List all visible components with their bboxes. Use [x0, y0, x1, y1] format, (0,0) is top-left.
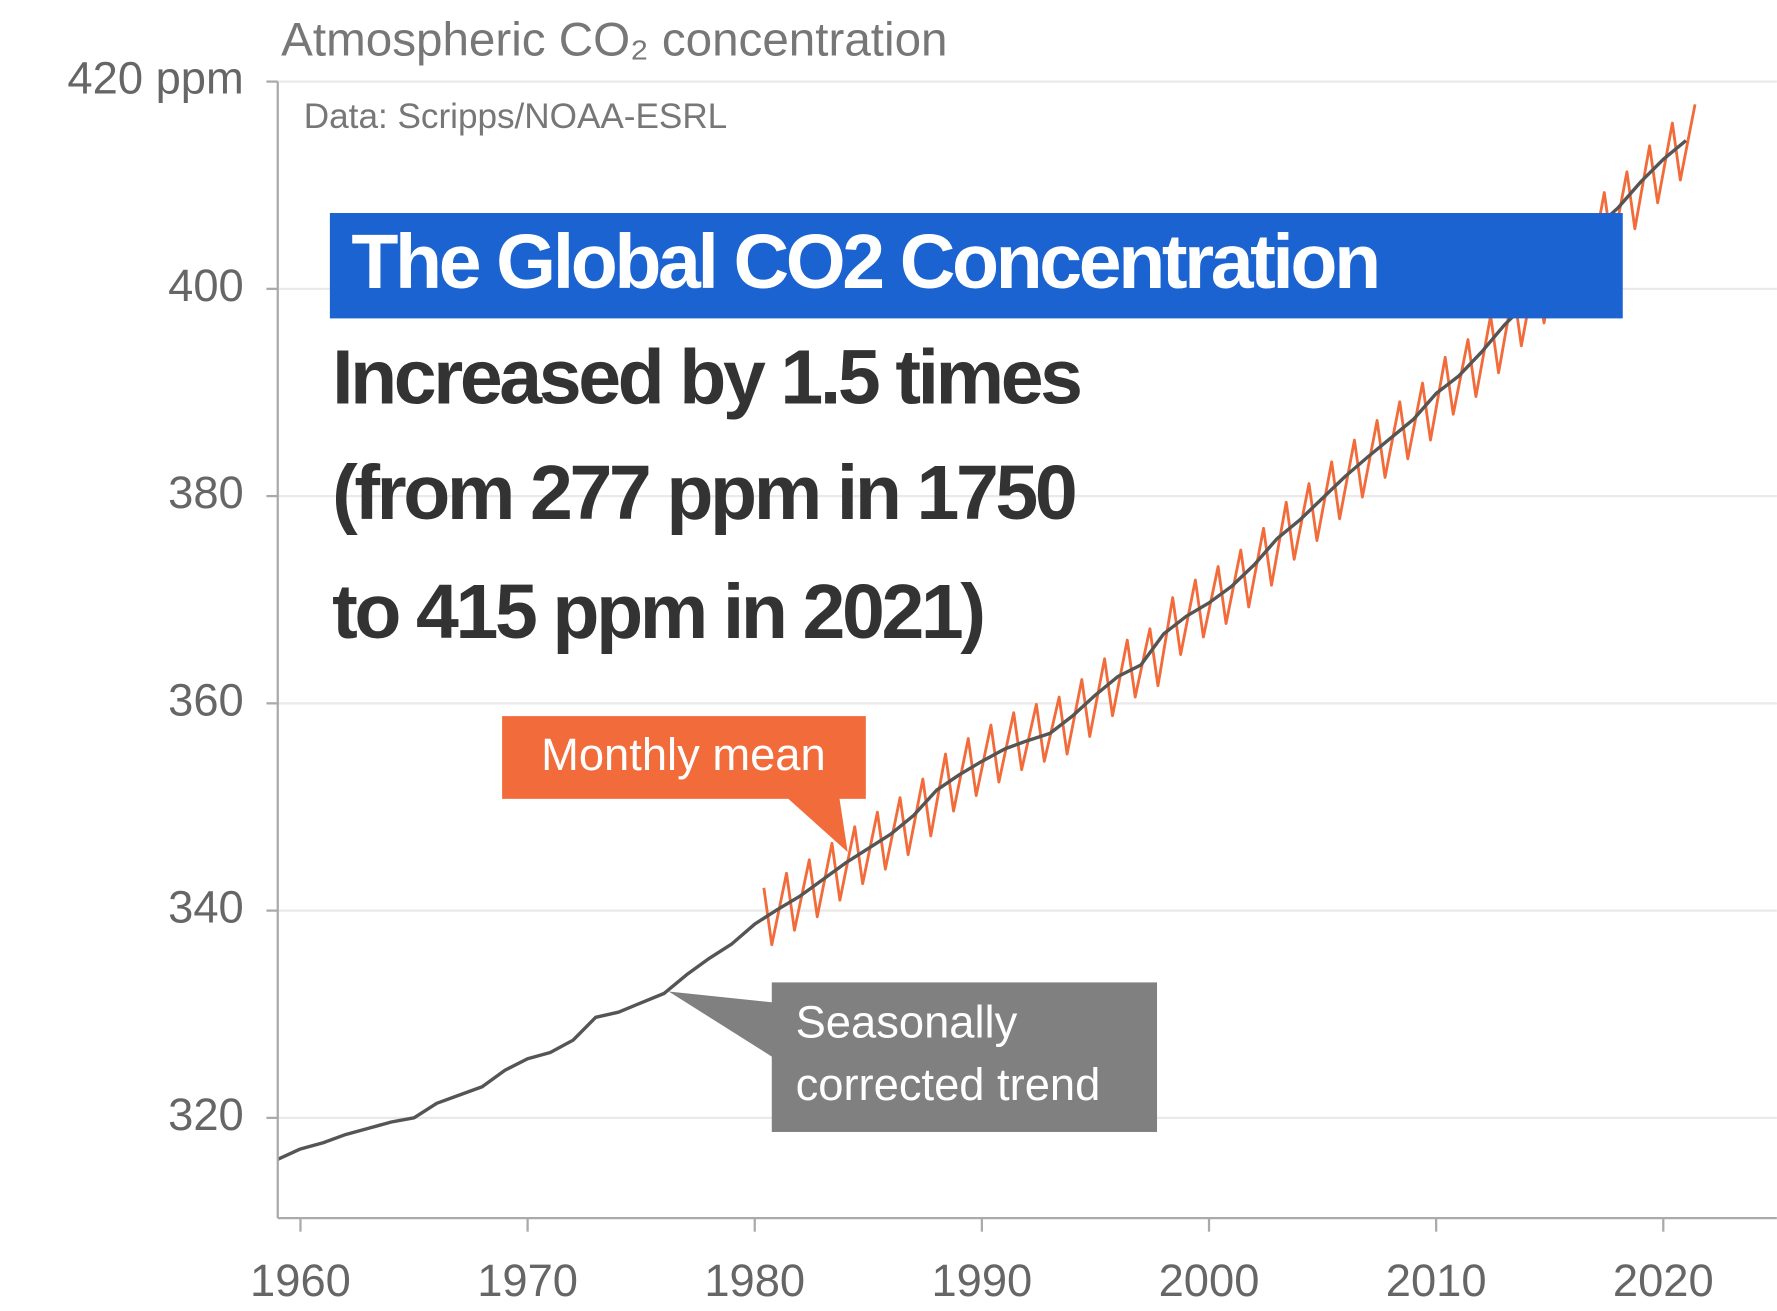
callout-box [502, 716, 866, 799]
legend-label: Seasonally corrected trend [796, 996, 1101, 1109]
series-line [277, 139, 1688, 1161]
y-tick-label: 360 [168, 674, 244, 725]
callout-box [771, 982, 1158, 1132]
callout-pointer [668, 991, 777, 1060]
y-tick-label: 380 [168, 467, 244, 518]
headline: The Global CO2 Concentration [351, 219, 1377, 305]
x-tick-label: 1970 [477, 1255, 578, 1306]
chart-subtitle: Data: Scripps/NOAA-ESRL [304, 97, 727, 136]
body-line: (from 277 ppm in 1750 [332, 450, 1075, 536]
plot-area: 320 340 360 380 400 420 ppm 1960 1970 1980 1990 20… [67, 53, 1777, 1306]
headline-box [329, 213, 1623, 319]
body-line: Increased by 1.5 times [332, 334, 1080, 420]
y-tick-label: 400 [168, 260, 244, 311]
x-tick-label: 2010 [1386, 1255, 1487, 1306]
y-tick-label: 420 ppm [67, 53, 243, 104]
callout-pointer [781, 793, 848, 853]
chart-title: Atmospheric CO₂ concentration [281, 14, 947, 67]
y-tick-label: 320 [168, 1089, 244, 1140]
x-tick-label: 2000 [1159, 1255, 1260, 1306]
x-tick-label: 1990 [931, 1255, 1032, 1306]
x-tick-label: 2020 [1613, 1255, 1714, 1306]
body-line: to 415 ppm in 2021) [332, 569, 982, 655]
y-tick-label: 340 [168, 882, 244, 933]
x-tick-label: 1980 [704, 1255, 805, 1306]
legend-label: Monthly mean [541, 729, 826, 780]
x-tick-label: 1960 [250, 1255, 351, 1306]
